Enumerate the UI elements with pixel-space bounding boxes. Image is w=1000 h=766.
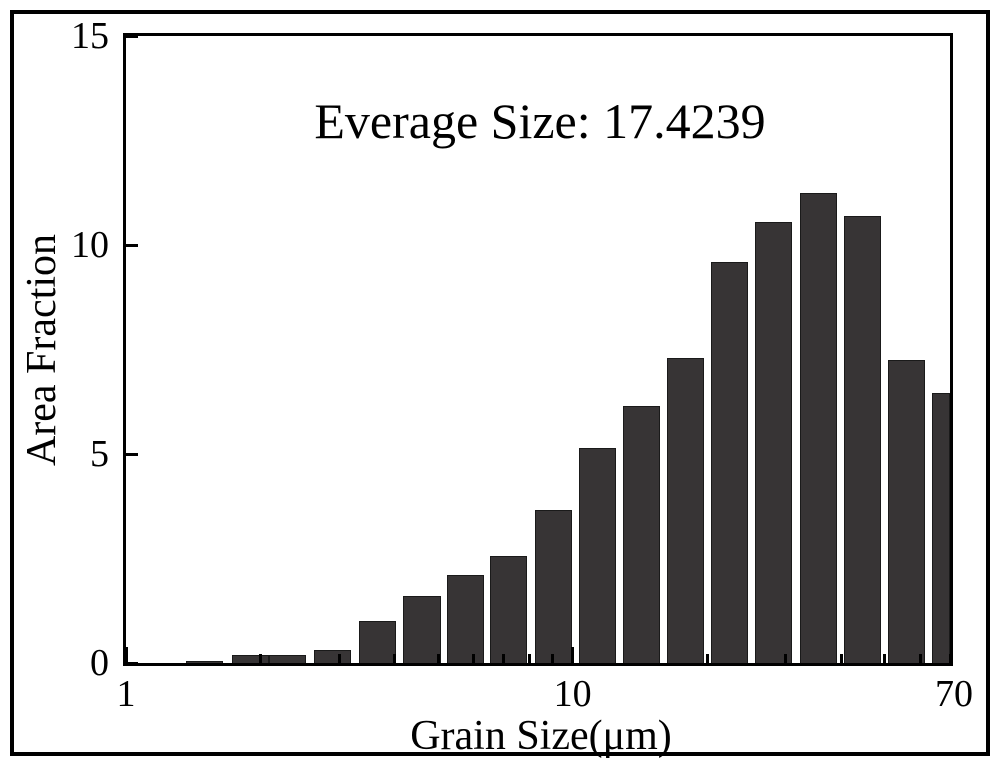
bar — [579, 448, 616, 663]
bar — [800, 193, 837, 663]
x-tick — [840, 654, 843, 663]
y-tick-label: 10 — [71, 223, 109, 267]
bar — [490, 556, 527, 663]
chart-container: Area Fraction Grain Size(μm) Everage Siz… — [0, 0, 1000, 766]
x-tick — [472, 654, 475, 663]
x-tick — [125, 647, 128, 663]
y-tick — [126, 662, 138, 665]
x-tick — [571, 647, 574, 663]
y-tick-label: 0 — [90, 641, 109, 685]
bar — [844, 216, 881, 663]
bar — [711, 262, 748, 663]
bar — [888, 360, 925, 663]
bar — [232, 655, 269, 663]
bar — [447, 575, 484, 663]
x-tick-label: 10 — [554, 672, 592, 716]
bar — [623, 406, 660, 663]
bar — [359, 621, 396, 663]
x-axis-label: Grain Size(μm) — [410, 712, 672, 760]
y-tick-label: 15 — [71, 14, 109, 58]
annotation-text: Everage Size: 17.4239 — [314, 92, 765, 150]
bar — [535, 510, 572, 663]
x-tick — [919, 654, 922, 663]
y-axis-label: Area Fraction — [18, 234, 66, 466]
bar — [186, 661, 223, 664]
y-tick — [126, 35, 138, 38]
x-tick — [437, 654, 440, 663]
bar — [755, 222, 792, 663]
bar — [403, 596, 440, 663]
x-tick — [706, 654, 709, 663]
x-tick-label: 1 — [117, 672, 136, 716]
x-tick — [528, 654, 531, 663]
x-tick — [259, 654, 262, 663]
x-tick-label: 70 — [935, 672, 973, 716]
y-tick — [126, 453, 138, 456]
bar — [269, 655, 306, 663]
x-tick — [502, 654, 505, 663]
y-tick — [126, 244, 138, 247]
x-tick — [338, 654, 341, 663]
x-tick — [393, 654, 396, 663]
x-tick — [883, 654, 886, 663]
x-tick — [784, 654, 787, 663]
x-tick — [949, 654, 952, 663]
x-tick — [551, 654, 554, 663]
bar — [667, 358, 704, 663]
bar — [932, 393, 950, 663]
bar — [314, 650, 351, 663]
y-tick-label: 5 — [90, 432, 109, 476]
